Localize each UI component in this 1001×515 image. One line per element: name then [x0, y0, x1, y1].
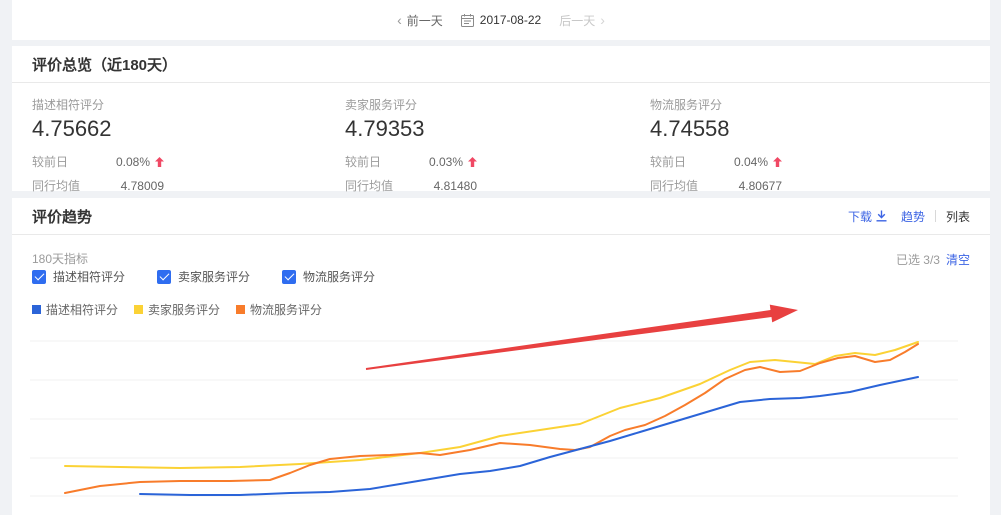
metric-label: 描述相符评分 — [32, 98, 105, 112]
date-navigation-bar: ‹ 前一天 2017-08-22 后一天 › — [12, 0, 990, 40]
period-label: 180天指标 — [32, 252, 89, 266]
view-list-tab[interactable]: 列表 — [945, 209, 970, 224]
annotation-arrow — [365, 304, 798, 370]
metric-description-score: 描述相符评分 4.75662 较前日 0.08% 同行均值 4.78009 — [32, 96, 164, 194]
filter-logistics-score[interactable]: 物流服务评分 — [282, 268, 375, 285]
checkbox-checked-icon — [157, 269, 172, 284]
metric-compare-row: 较前日 0.04% — [650, 153, 782, 170]
filter-seller-service-score[interactable]: 卖家服务评分 — [157, 268, 250, 285]
next-day-label: 后一天 — [559, 13, 596, 28]
trend-actions: 下载 趋势 列表 — [848, 208, 970, 225]
current-date: 2017-08-22 — [479, 13, 542, 27]
clear-selection-link[interactable]: 清空 — [945, 253, 970, 267]
metric-value: 4.74558 — [650, 116, 730, 141]
download-icon — [876, 210, 887, 222]
date-picker[interactable]: 2017-08-22 — [460, 13, 542, 27]
metric-value: 4.79353 — [345, 116, 425, 141]
checkbox-checked-icon — [282, 269, 297, 284]
up-arrow-icon — [155, 156, 164, 167]
metric-value: 4.75662 — [32, 116, 112, 141]
metric-compare-row: 较前日 0.08% — [32, 153, 164, 170]
up-arrow-icon — [773, 156, 782, 167]
selection-summary: 已选 3/3 清空 — [896, 251, 970, 268]
metric-peer-row: 同行均值 4.81480 — [345, 178, 477, 194]
review-overview-card: 评价总览（近180天） 描述相符评分 4.75662 较前日 0.08% 同行均… — [12, 46, 990, 194]
metric-peer-row: 同行均值 4.80677 — [650, 178, 782, 194]
metric-filter-row: 描述相符评分 卖家服务评分 物流服务评分 — [32, 268, 375, 285]
overview-header: 评价总览（近180天） — [12, 46, 990, 83]
divider — [934, 210, 936, 222]
trend-title: 评价趋势 — [32, 208, 93, 226]
filter-description-score[interactable]: 描述相符评分 — [32, 268, 125, 285]
view-trend-tab[interactable]: 趋势 — [900, 209, 925, 224]
chevron-left-icon: ‹ — [397, 12, 402, 28]
calendar-icon — [460, 13, 474, 27]
metric-logistics-score: 物流服务评分 4.74558 较前日 0.04% 同行均值 4.80677 — [650, 96, 782, 194]
prev-day-button[interactable]: ‹ 前一天 — [397, 12, 443, 29]
legend-swatch-blue-icon — [32, 305, 41, 314]
download-button[interactable]: 下载 — [848, 208, 887, 225]
up-arrow-icon — [468, 156, 477, 167]
metric-label: 卖家服务评分 — [345, 98, 418, 112]
legend-swatch-yellow-icon — [134, 305, 144, 314]
metric-label: 物流服务评分 — [650, 98, 723, 112]
overview-title: 评价总览（近180天） — [32, 56, 178, 74]
chevron-right-icon: › — [600, 12, 605, 28]
selected-count: 已选 3/3 — [895, 253, 940, 267]
metric-peer-row: 同行均值 4.78009 — [32, 178, 164, 194]
next-day-button[interactable]: 后一天 › — [559, 12, 605, 29]
legend-item-description: 描述相符评分 — [32, 301, 118, 318]
trend-chart-svg[interactable] — [12, 300, 990, 515]
metric-seller-service-score: 卖家服务评分 4.79353 较前日 0.03% 同行均值 4.81480 — [345, 96, 477, 194]
review-trend-card: 评价趋势 下载 趋势 列表 180天指标 已选 3/3 清空 — [12, 198, 990, 515]
chart-legend: 描述相符评分 卖家服务评分 物流服务评分 — [32, 301, 322, 318]
trend-header: 评价趋势 下载 趋势 列表 — [12, 198, 990, 235]
checkbox-checked-icon — [32, 269, 46, 284]
prev-day-label: 前一天 — [406, 13, 443, 28]
legend-item-seller-service: 卖家服务评分 — [134, 301, 220, 318]
legend-item-logistics: 物流服务评分 — [236, 301, 322, 318]
metric-compare-row: 较前日 0.03% — [345, 153, 477, 170]
legend-swatch-orange-icon — [236, 305, 246, 314]
